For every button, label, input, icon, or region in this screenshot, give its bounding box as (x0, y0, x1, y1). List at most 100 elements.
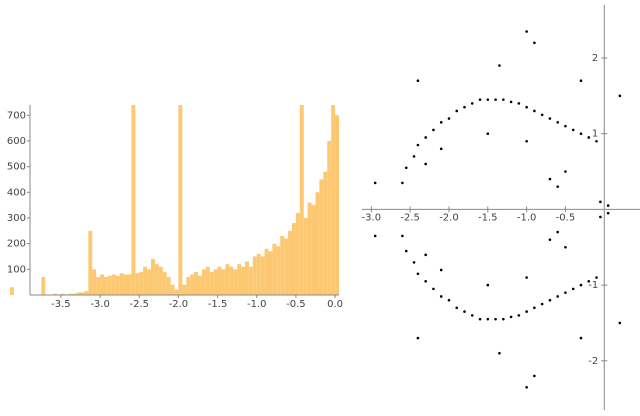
point (517, 102, 521, 105)
y-tick-label: 200 (7, 239, 26, 250)
point (525, 385, 528, 389)
point (439, 268, 443, 272)
bar (174, 289, 179, 295)
y-tick-label: 600 (7, 136, 26, 147)
bar (123, 274, 128, 295)
bar (264, 248, 269, 295)
point (525, 139, 528, 143)
point (486, 98, 490, 101)
bar (84, 291, 89, 295)
point (470, 102, 474, 105)
x-tick-label: -2.5 (129, 299, 149, 310)
point (533, 374, 536, 378)
point (439, 121, 443, 124)
point (579, 132, 583, 135)
bar (100, 274, 104, 295)
point (404, 166, 408, 170)
bar (311, 205, 316, 295)
point (533, 109, 536, 113)
x-tick-label: -2.0 (439, 212, 459, 223)
bar (10, 287, 14, 295)
bar (315, 192, 320, 295)
bar (127, 274, 132, 295)
bar (213, 269, 218, 295)
x-tick-label: -3.0 (90, 299, 110, 310)
point (424, 162, 427, 166)
point (579, 79, 583, 83)
y-tick-label: 500 (7, 162, 26, 173)
bar (166, 277, 171, 295)
point (595, 276, 598, 279)
point (525, 105, 528, 109)
point (599, 200, 602, 204)
bar (88, 230, 93, 295)
bar (96, 277, 101, 295)
point (502, 98, 505, 101)
y-tick-label: 700 (7, 110, 26, 121)
point (509, 100, 513, 104)
y-tick-label: -2 (588, 356, 598, 367)
bar (288, 230, 292, 295)
bar (319, 179, 324, 295)
point (432, 128, 435, 132)
point (571, 128, 575, 132)
x-tick-label: -1.5 (478, 212, 498, 223)
point (533, 306, 536, 310)
point (548, 238, 552, 241)
point (494, 98, 497, 101)
point (587, 136, 591, 139)
bar (170, 284, 175, 295)
bar (331, 105, 336, 295)
point (424, 136, 427, 139)
point (587, 280, 591, 283)
x-tick-label: 0.0 (327, 299, 343, 310)
bar (68, 293, 73, 295)
bar (151, 259, 155, 295)
point (556, 121, 559, 124)
point (416, 79, 420, 83)
bar (41, 277, 46, 295)
bar (241, 266, 245, 295)
point (606, 204, 610, 207)
x-tick-label: -1.5 (208, 299, 228, 310)
bar (201, 269, 206, 295)
point (548, 298, 552, 302)
bar (92, 269, 97, 295)
bar (139, 271, 144, 295)
bar (80, 292, 85, 295)
bar (104, 277, 108, 295)
bar (162, 271, 167, 295)
point (556, 185, 559, 188)
bar (182, 284, 187, 295)
point (416, 336, 420, 340)
point (432, 287, 435, 291)
bar (229, 266, 234, 295)
bar (280, 235, 285, 295)
bar (60, 293, 65, 295)
bar (323, 171, 328, 295)
point (548, 177, 552, 181)
point (618, 321, 622, 325)
point (498, 64, 501, 67)
y-tick-label: 2 (592, 53, 598, 64)
point (447, 298, 451, 302)
bar (221, 269, 226, 295)
point (455, 109, 459, 113)
point (556, 295, 559, 298)
bar (225, 264, 230, 295)
point (478, 98, 482, 101)
point (618, 94, 622, 98)
point (373, 181, 377, 185)
point (540, 302, 544, 306)
bar (111, 274, 116, 295)
bar (260, 256, 265, 295)
point (373, 234, 377, 238)
x-tick-label: -2.5 (400, 212, 420, 223)
point (401, 234, 404, 238)
x-tick-label: -2.0 (169, 299, 189, 310)
point (412, 155, 416, 158)
bar (284, 238, 289, 295)
point (564, 291, 567, 294)
bar (299, 105, 304, 295)
